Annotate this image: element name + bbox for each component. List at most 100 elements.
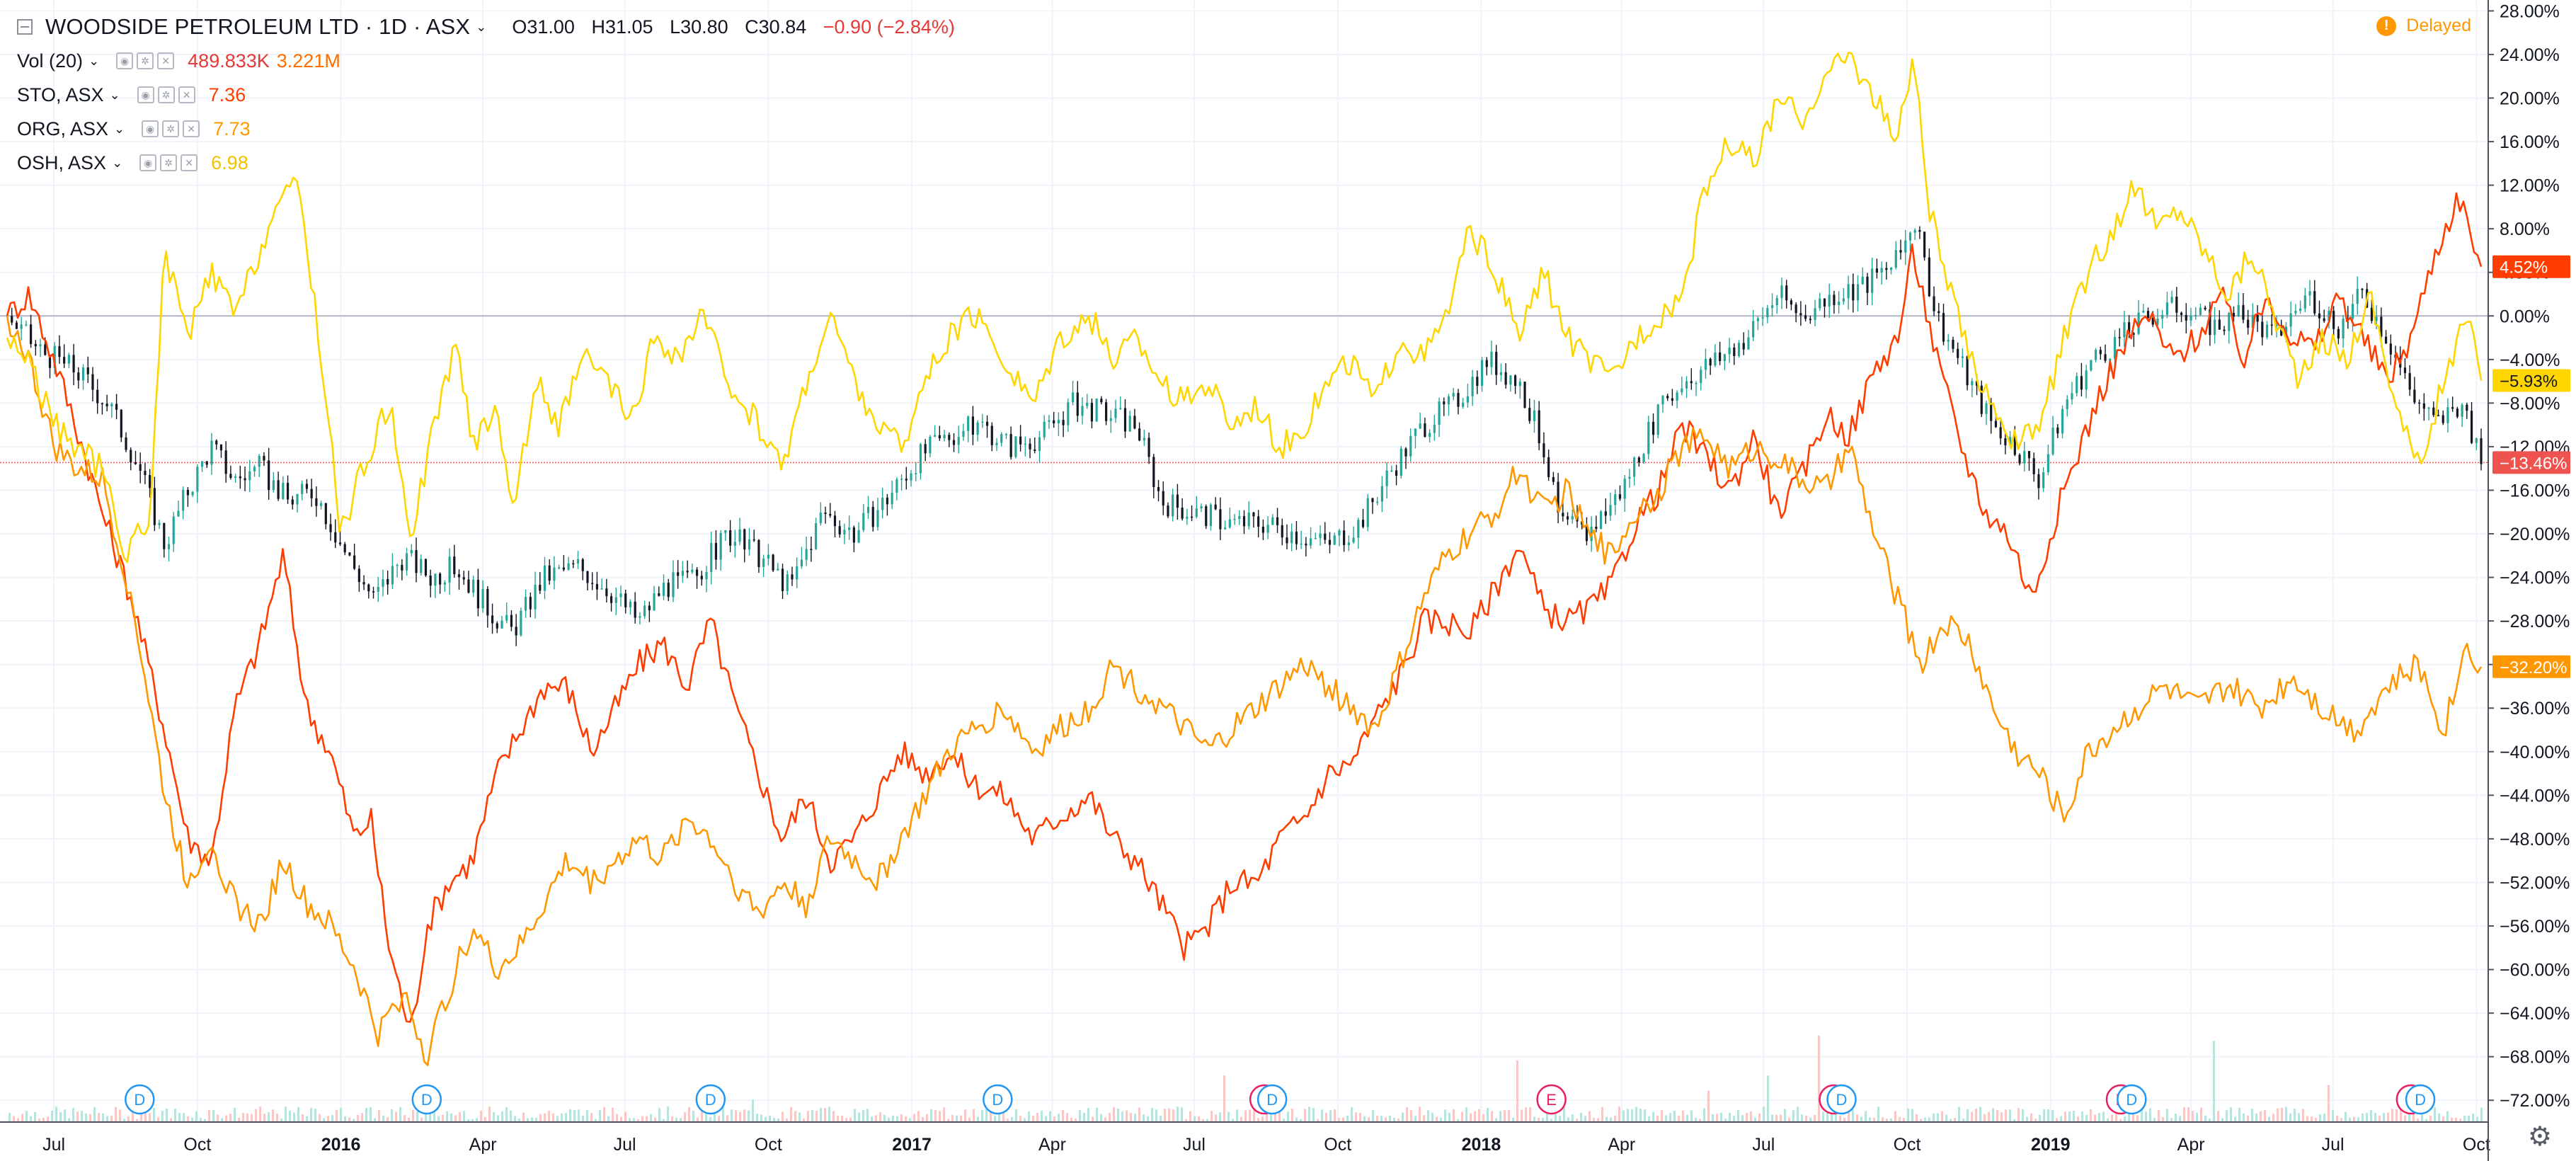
eye-icon[interactable]: ◉ — [116, 52, 134, 69]
last-value-label: −5.93% — [2492, 369, 2570, 392]
candle-body — [2442, 415, 2444, 423]
warning-icon: ! — [2376, 16, 2397, 36]
candle-body — [1676, 392, 1678, 401]
volume-bar — [1907, 1108, 1909, 1122]
volume-bar — [824, 1108, 826, 1122]
volume-bar — [1797, 1106, 1799, 1122]
gear-icon[interactable]: ✲ — [162, 120, 180, 137]
gear-icon[interactable]: ✲ — [137, 52, 154, 69]
gear-icon[interactable]: ✲ — [160, 154, 178, 171]
volume-bar — [2017, 1108, 2020, 1122]
volume-bar — [34, 1111, 36, 1122]
candle-body — [343, 544, 346, 553]
volume-name[interactable]: Vol (20) — [17, 50, 84, 72]
volume-bar — [705, 1106, 707, 1122]
candle-body — [981, 421, 984, 423]
candle-body — [2056, 427, 2059, 434]
candle-body — [1823, 298, 1826, 307]
volume-bar — [688, 1106, 690, 1122]
candle-body — [263, 455, 265, 461]
volume-bar — [81, 1111, 83, 1122]
volume-bar — [357, 1114, 359, 1122]
candle-body — [838, 526, 841, 535]
eye-icon[interactable]: ◉ — [139, 154, 157, 171]
candle-body — [315, 498, 318, 506]
volume-bar — [1635, 1106, 1637, 1122]
candle-body — [2165, 302, 2169, 315]
volume-bar — [408, 1117, 410, 1122]
volume-bar — [1780, 1114, 1782, 1122]
volume-bar — [2362, 1113, 2364, 1122]
candle-body — [1866, 276, 1869, 293]
candle-body — [268, 460, 270, 491]
eye-icon[interactable]: ◉ — [137, 86, 154, 103]
close-icon[interactable]: ✕ — [178, 86, 195, 103]
volume-bar — [1775, 1114, 1778, 1122]
chevron-down-icon[interactable]: ⌄ — [88, 53, 100, 68]
close-icon[interactable]: ✕ — [181, 154, 198, 171]
volume-bar — [849, 1117, 852, 1122]
candle-body — [2099, 350, 2102, 355]
volume-bar — [909, 1118, 911, 1122]
event-marker-letter: D — [2126, 1091, 2137, 1109]
volume-bar — [2073, 1110, 2075, 1122]
candle-body — [1875, 268, 1879, 273]
volume-bar — [1601, 1106, 1603, 1122]
volume-bar — [786, 1118, 788, 1122]
candle-body — [1599, 511, 1603, 529]
candle-body — [1719, 352, 1722, 361]
series-name[interactable]: OSH, ASX — [17, 151, 107, 173]
x-tick-label: Oct — [183, 1135, 211, 1155]
volume-bar — [2170, 1118, 2173, 1122]
gear-icon[interactable]: ✲ — [157, 86, 175, 103]
candle-body — [420, 559, 423, 573]
volume-bar — [2034, 1119, 2037, 1122]
candle-body — [1838, 302, 1841, 305]
candle-body — [2261, 321, 2264, 338]
candle-body — [729, 530, 732, 546]
y-tick-label: −40.00% — [2500, 743, 2570, 762]
series-layer — [6, 52, 2483, 1066]
candle-body — [1747, 337, 1750, 350]
volume-bar — [782, 1111, 784, 1122]
collapse-icon[interactable] — [17, 19, 33, 35]
candle-body — [2265, 324, 2269, 338]
candle-body — [11, 316, 13, 323]
close-icon[interactable]: ✕ — [183, 120, 200, 137]
chevron-down-icon[interactable]: ⌄ — [112, 155, 123, 170]
volume-bar — [21, 1114, 23, 1122]
volume-bar — [1134, 1114, 1136, 1122]
candle-body — [1233, 519, 1236, 520]
chevron-down-icon[interactable]: ⌄ — [114, 121, 125, 136]
symbol-title[interactable]: WOODSIDE PETROLEUM LTD · 1D · ASX — [45, 14, 471, 39]
event-marker-circle — [983, 1084, 1013, 1115]
chevron-down-icon[interactable]: ⌄ — [476, 19, 487, 34]
delayed-badge[interactable]: ! Delayed — [2376, 16, 2471, 36]
candle-body — [130, 450, 132, 463]
volume-bar — [1665, 1115, 1667, 1122]
candle-body — [1885, 268, 1888, 270]
candle-body — [2128, 322, 2131, 334]
volume-bar — [1338, 1118, 1340, 1122]
eye-icon[interactable]: ◉ — [142, 120, 159, 137]
series-name[interactable]: STO, ASX — [17, 84, 104, 105]
candle-body — [1799, 313, 1802, 316]
candle-body — [1247, 512, 1250, 527]
volume-bar — [1937, 1113, 1939, 1122]
candle-body — [1533, 410, 1536, 421]
gear-icon[interactable]: ⚙ — [2527, 1122, 2552, 1152]
close-icon[interactable]: ✕ — [157, 52, 175, 69]
candle-body — [562, 567, 565, 570]
volume-bar — [548, 1110, 550, 1122]
volume-bar — [1028, 1111, 1030, 1122]
volume-bar — [1457, 1119, 1459, 1122]
candle-body — [1604, 511, 1607, 516]
volume-bar — [208, 1109, 210, 1122]
volume-bar — [2353, 1116, 2355, 1122]
series-name[interactable]: ORG, ASX — [17, 118, 109, 139]
chevron-down-icon[interactable]: ⌄ — [109, 87, 120, 102]
volume-bar — [1843, 1117, 1845, 1122]
volume-bar — [1215, 1114, 1217, 1122]
